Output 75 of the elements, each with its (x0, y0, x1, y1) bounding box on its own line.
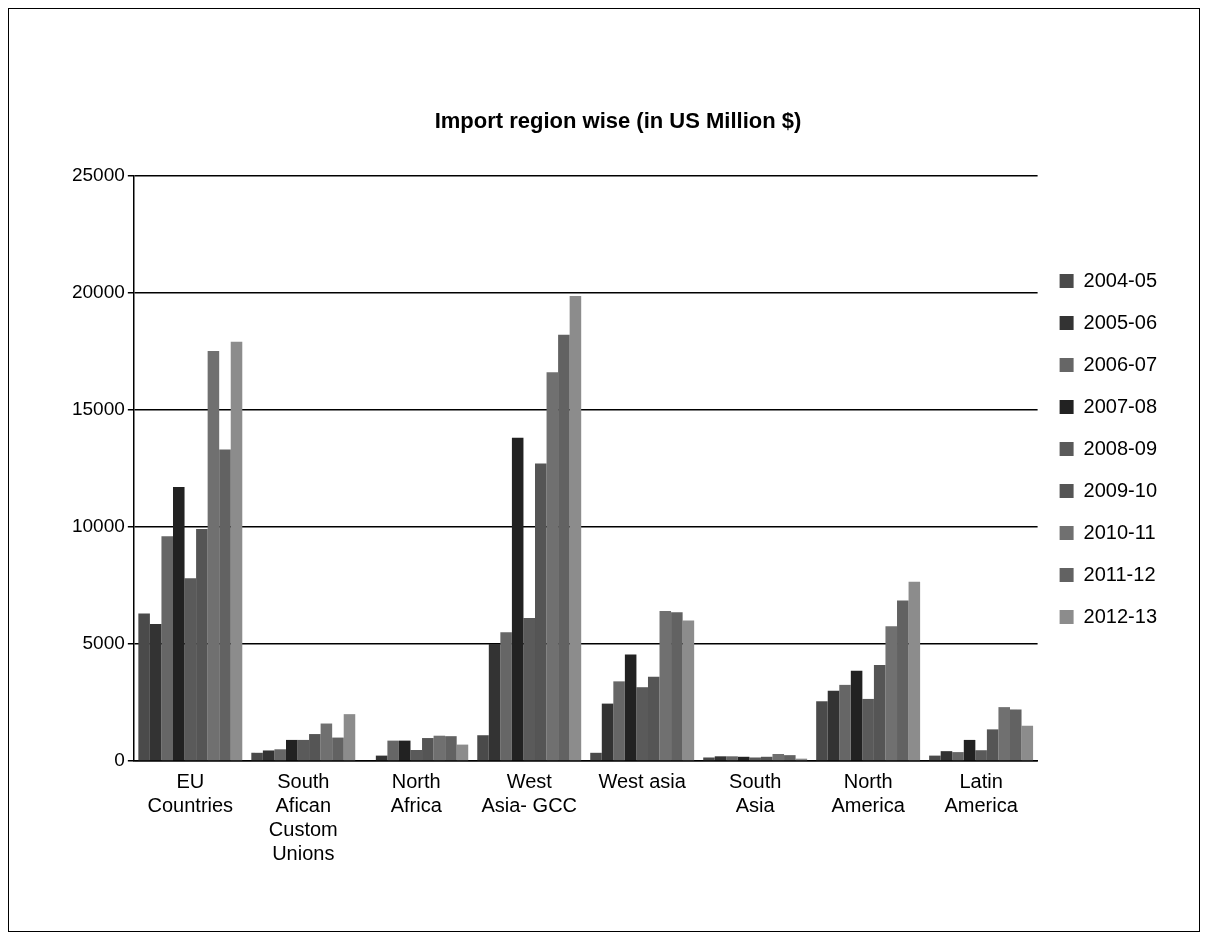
x-tick-label: West asia (598, 769, 687, 792)
bar (850, 670, 863, 761)
x-tick-label: Latin America (944, 769, 1019, 816)
bar (714, 756, 727, 761)
bar (908, 581, 921, 761)
y-tick-label: 25000 (71, 163, 125, 185)
bar (546, 372, 559, 761)
y-tick-label: 0 (114, 749, 125, 771)
bar (671, 612, 683, 761)
bar (320, 723, 333, 761)
bar (659, 611, 672, 761)
y-tick-label: 15000 (71, 397, 125, 419)
bar (601, 703, 614, 761)
bar (897, 600, 909, 761)
legend-label: 2010-11 (1083, 520, 1156, 543)
legend-label: 2011-12 (1083, 562, 1156, 585)
bar (511, 437, 524, 761)
bar (1009, 709, 1022, 761)
legend-label: 2004-05 (1083, 268, 1158, 291)
bar (477, 735, 489, 761)
bar (149, 623, 162, 761)
bar (251, 752, 263, 761)
bar (816, 701, 828, 761)
bar (343, 714, 356, 761)
bar (998, 707, 1010, 761)
bar (262, 750, 275, 761)
bar (613, 681, 625, 761)
bar (387, 740, 399, 761)
bar (138, 613, 150, 761)
legend-label: 2006-07 (1083, 352, 1158, 375)
bar (624, 654, 637, 761)
bar (839, 684, 851, 761)
bar (682, 620, 695, 761)
bar (569, 296, 582, 761)
bar (726, 756, 738, 761)
bar (398, 740, 411, 761)
bar (1021, 725, 1034, 761)
bar (703, 757, 715, 761)
bar (285, 739, 298, 761)
bar (772, 753, 785, 761)
bar (940, 751, 953, 761)
legend-label: 2005-06 (1083, 310, 1158, 333)
x-tick-label: West Asia- GCC (481, 769, 578, 816)
x-tick-label: South Afican Custom Unions (268, 769, 338, 864)
x-tick-label: South Asia (729, 769, 782, 816)
bar (173, 486, 185, 761)
y-tick-label: 10000 (71, 514, 125, 536)
bar (445, 736, 457, 761)
legend-label: 2012-13 (1083, 604, 1158, 627)
x-tick-label: North America (831, 769, 906, 816)
bar (456, 744, 469, 761)
bar (219, 449, 231, 761)
bar (952, 752, 964, 761)
bar (274, 749, 286, 761)
legend-label: 2007-08 (1083, 394, 1158, 417)
x-tick-label: North Africa (390, 769, 443, 816)
bar (590, 752, 602, 761)
bar (161, 536, 173, 761)
bar (500, 632, 512, 761)
bar (230, 341, 243, 761)
bar (784, 755, 796, 761)
chart-title: Import region wise (in US Million $) (434, 108, 802, 134)
bar (433, 735, 446, 761)
bar (488, 643, 501, 761)
y-tick-label: 20000 (71, 280, 125, 302)
bar (332, 737, 344, 761)
bar (963, 739, 976, 761)
x-tick-label: EU Countries (147, 769, 234, 816)
bar (558, 334, 570, 761)
legend-label: 2009-10 (1083, 478, 1158, 501)
y-tick-label: 5000 (82, 632, 125, 654)
bar (885, 626, 898, 761)
legend-label: 2008-09 (1083, 436, 1158, 459)
bar (207, 351, 220, 761)
bar (827, 690, 840, 761)
